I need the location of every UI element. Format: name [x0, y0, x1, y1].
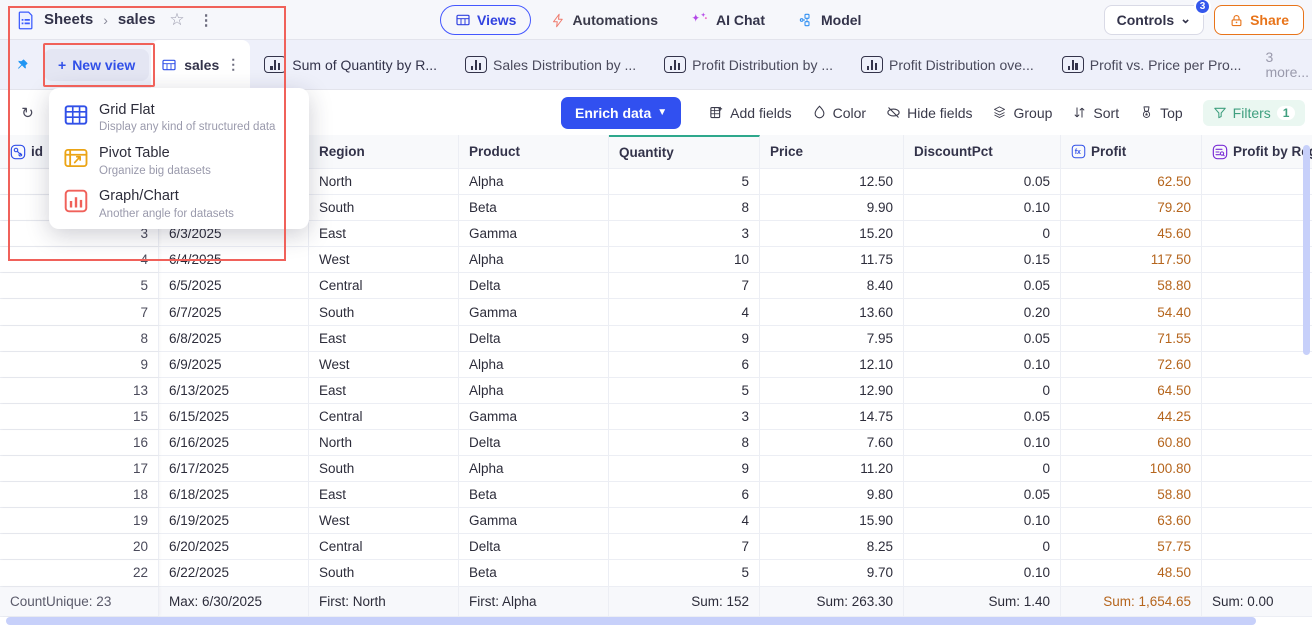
svg-text:fx: fx — [1075, 149, 1081, 156]
